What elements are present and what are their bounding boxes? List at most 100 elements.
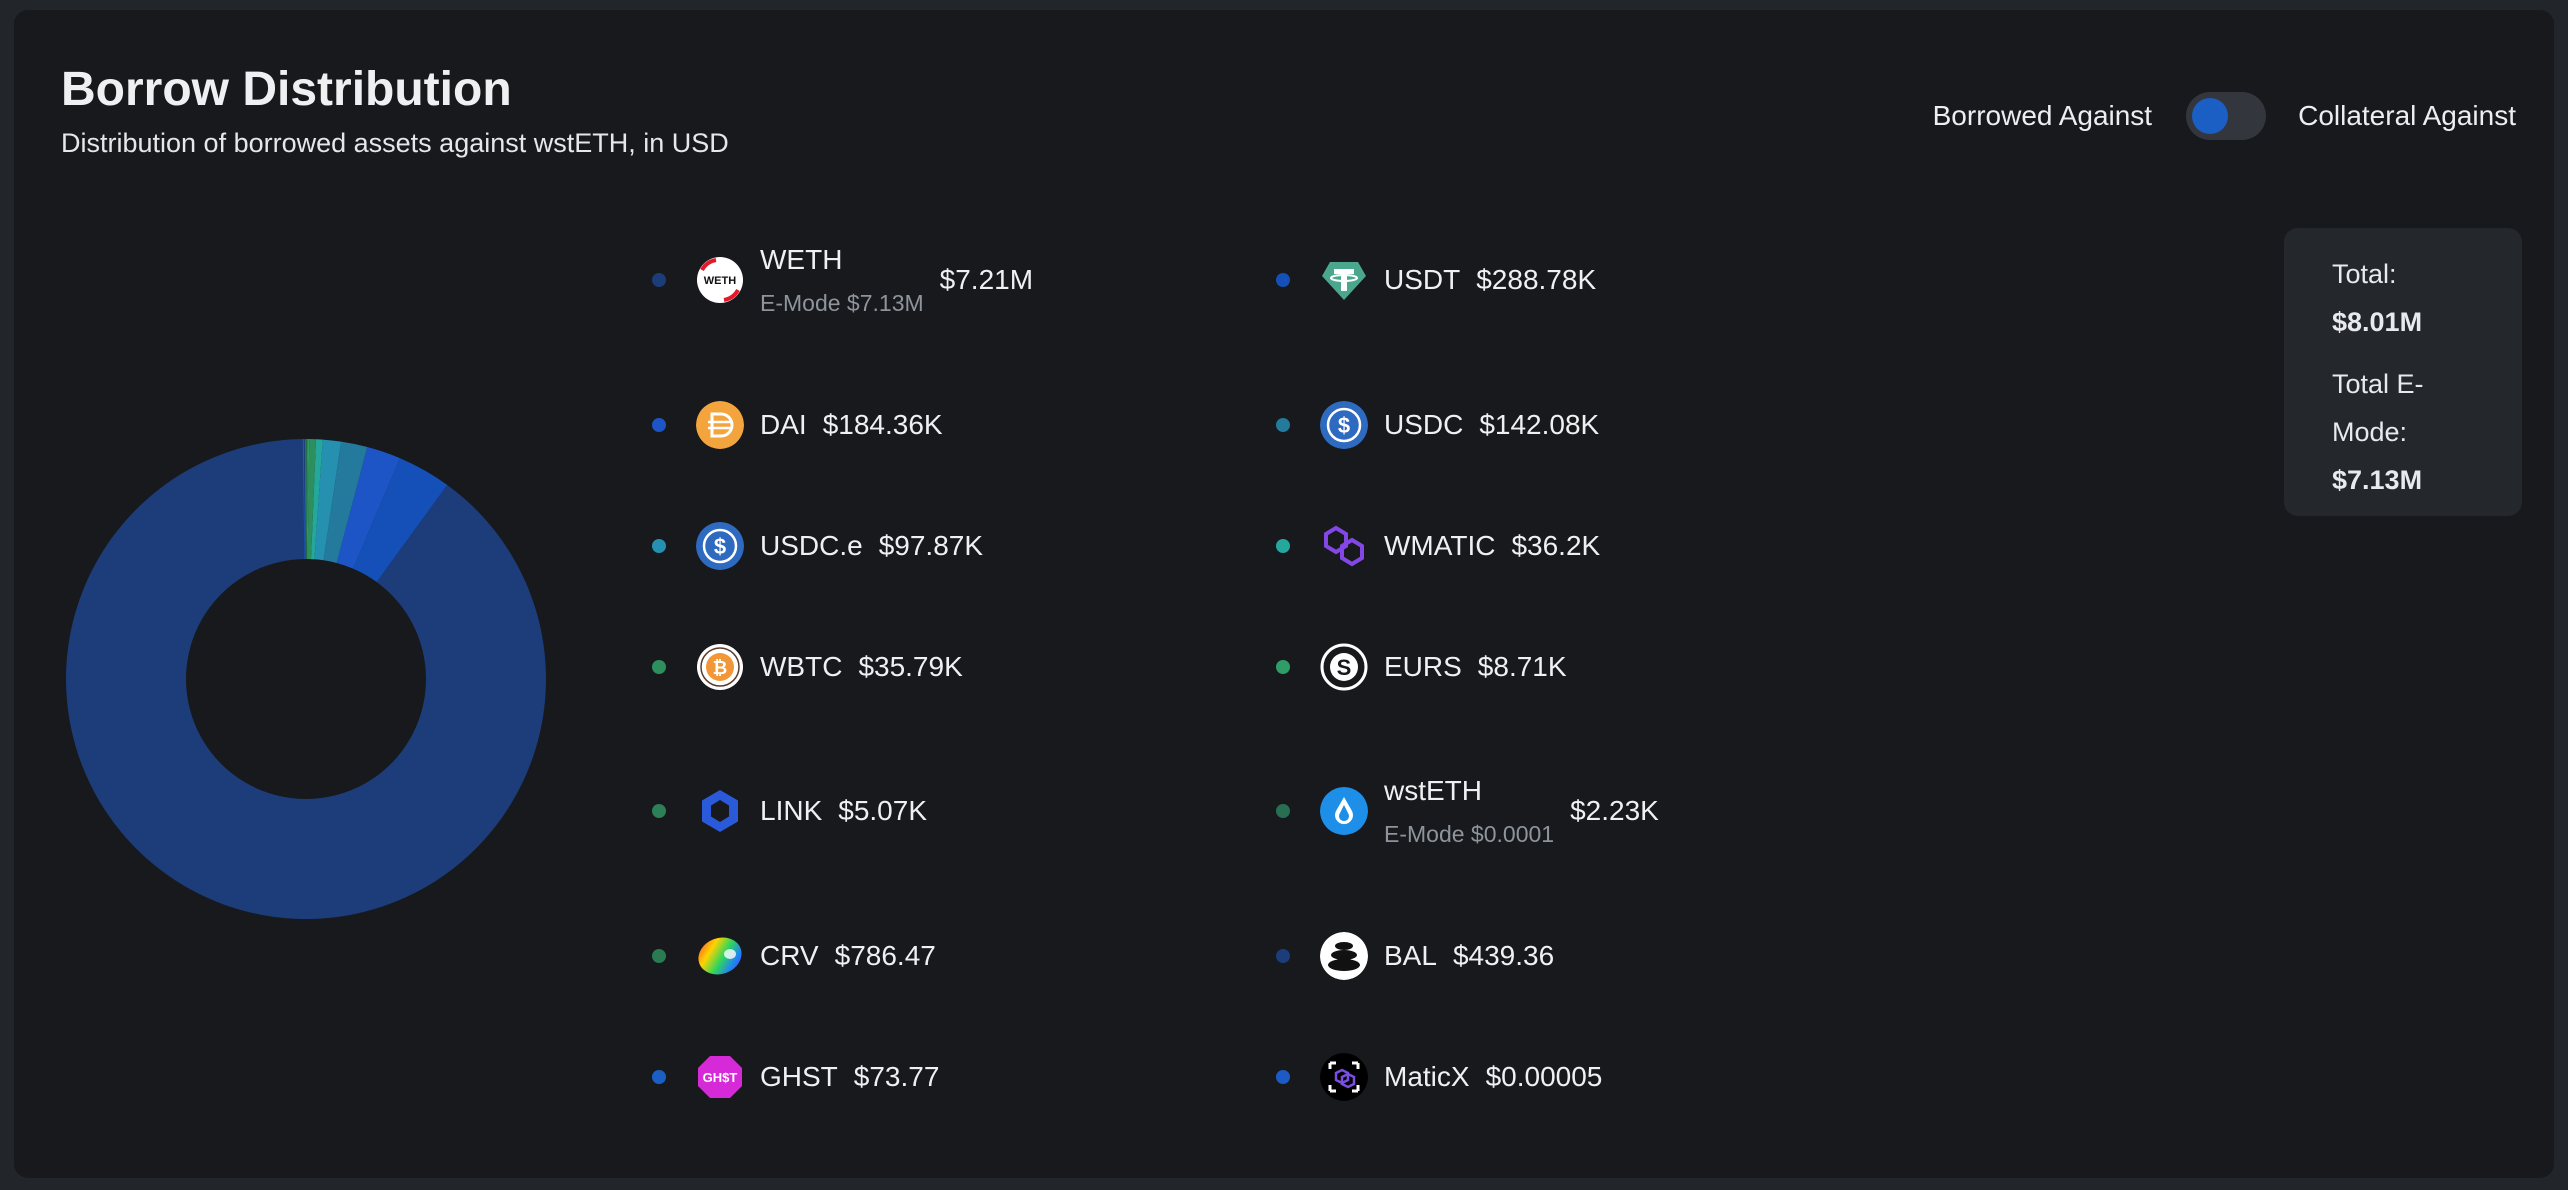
asset-name-block: GHST: [760, 1061, 838, 1093]
legend-dot: [652, 273, 666, 287]
asset-value: $2.23K: [1570, 795, 1659, 826]
total-label: Total:: [2332, 259, 2397, 289]
asset-name: DAI: [760, 409, 807, 440]
asset-value: $5.07K: [838, 795, 927, 826]
asset-name: WMATIC: [1384, 530, 1496, 561]
donut-slice-usdce[interactable]: [314, 439, 342, 561]
legend-dot: [1276, 949, 1290, 963]
legend-item-weth: WETH WETH E-Mode $7.13M $7.21M: [652, 244, 1034, 316]
legend-dot: [652, 804, 666, 818]
collateral-against-label[interactable]: Collateral Against: [2298, 100, 2516, 131]
donut-slice-ghst[interactable]: [302, 439, 305, 560]
legend-dot: [1276, 804, 1290, 818]
eurs-icon: S: [1320, 643, 1368, 691]
legend-item-maticx: MaticX $0.00005: [1276, 1047, 1602, 1107]
svg-text:₿: ₿: [713, 658, 728, 678]
donut-slice-wmatic[interactable]: [310, 439, 323, 560]
total-emode-value: $7.13M: [2332, 465, 2423, 495]
legend-dot: [652, 949, 666, 963]
legend-item-link: LINK $5.07K: [652, 781, 927, 841]
asset-name-block: USDC.e: [760, 530, 863, 562]
asset-value: $36.2K: [1511, 530, 1601, 561]
asset-name-block: USDC: [1384, 409, 1463, 441]
asset-name: USDT: [1384, 264, 1461, 295]
weth-icon: WETH: [696, 256, 744, 304]
asset-name-block: WBTC: [760, 651, 842, 683]
legend-item-ghst: GH$T GHST $73.77: [652, 1047, 939, 1107]
legend-dot: [652, 660, 666, 674]
totals-panel: Total: $8.01M Total E-Mode: $7.13M: [2284, 228, 2522, 516]
asset-value: $288.78K: [1476, 264, 1597, 295]
asset-name-block: WETH E-Mode $7.13M: [760, 244, 924, 317]
toggle-knob: [2192, 98, 2229, 134]
dai-icon: [696, 401, 744, 449]
legend-dot: [1276, 273, 1290, 287]
asset-value: $73.77: [853, 1061, 940, 1092]
svg-text:$: $: [714, 534, 726, 559]
asset-name: wstETH: [1384, 774, 1482, 806]
asset-name: MaticX: [1384, 1061, 1470, 1092]
asset-name: EURS: [1384, 651, 1462, 682]
usdc-icon: $: [696, 522, 744, 570]
donut-slice-usdc[interactable]: [323, 441, 368, 563]
asset-value: $7.21M: [939, 264, 1034, 295]
legend-dot: [1276, 418, 1290, 432]
asset-name-block: CRV: [760, 940, 819, 972]
legend-item-bal: BAL $439.36: [1276, 926, 1554, 986]
legend-dot: [1276, 1070, 1290, 1084]
polygon-icon: [1320, 522, 1368, 570]
total-emode-label: Total E-Mode:: [2332, 369, 2424, 447]
asset-emode-value: E-Mode $0.0001: [1384, 820, 1555, 847]
asset-name: CRV: [760, 940, 819, 971]
distribution-toggle: Borrowed Against Collateral Against: [1933, 92, 2516, 140]
asset-value: $35.79K: [858, 651, 963, 682]
usdc-icon: $: [1320, 401, 1368, 449]
donut-slice-link[interactable]: [306, 439, 308, 560]
donut-slice-crv[interactable]: [304, 439, 306, 560]
page-subtitle: Distribution of borrowed assets against …: [61, 128, 729, 158]
asset-name-block: LINK: [760, 795, 822, 827]
legend-item-wbtc: ₿ WBTC $35.79K: [652, 637, 963, 697]
legend-dot: [652, 1070, 666, 1084]
asset-value: $0.00005: [1485, 1061, 1603, 1092]
asset-name-block: MaticX: [1384, 1061, 1470, 1093]
asset-name-block: USDT: [1384, 264, 1460, 296]
donut-slice-wsteth[interactable]: [305, 439, 307, 560]
donut-slice-wbtc[interactable]: [307, 439, 316, 560]
asset-name: GHST: [760, 1061, 838, 1092]
donut-slice-usdt[interactable]: [353, 458, 448, 582]
donut-slice-eurs[interactable]: [306, 439, 310, 560]
maticx-icon: [1320, 1053, 1368, 1101]
page-title: Borrow Distribution: [61, 63, 512, 116]
legend-item-usdc: $ USDC $142.08K: [1276, 395, 1599, 455]
toggle-switch[interactable]: [2186, 92, 2267, 140]
asset-name-block: EURS: [1384, 651, 1462, 683]
curve-icon: [696, 932, 744, 980]
asset-value: $142.08K: [1479, 409, 1600, 440]
asset-name: LINK: [760, 795, 823, 826]
donut-slice-weth[interactable]: [66, 439, 546, 919]
svg-text:WETH: WETH: [704, 275, 736, 287]
borrowed-against-label[interactable]: Borrowed Against: [1932, 100, 2153, 131]
donut-slice-bal[interactable]: [303, 439, 306, 560]
bitcoin-icon: ₿: [696, 643, 744, 691]
asset-value: $8.71K: [1477, 651, 1567, 682]
asset-name: WETH: [760, 243, 843, 275]
donut-chart: [66, 439, 546, 919]
asset-name-block: DAI: [760, 409, 807, 441]
legend-item-wmatic: WMATIC $36.2K: [1276, 516, 1600, 576]
asset-name-block: wstETH E-Mode $0.0001: [1384, 775, 1554, 848]
ghst-icon: GH$T: [696, 1053, 744, 1101]
legend-dot: [1276, 539, 1290, 553]
asset-emode-value: E-Mode $7.13M: [760, 289, 924, 316]
legend-item-wsteth: wstETH E-Mode $0.0001 $2.23K: [1276, 775, 1659, 847]
total-value: $8.01M: [2332, 307, 2423, 337]
legend-item-usdt: USDT $288.78K: [1276, 250, 1596, 310]
asset-value: $439.36: [1452, 940, 1555, 971]
borrow-distribution-card: Borrow Distribution Distribution of borr…: [14, 10, 2554, 1178]
asset-name-block: BAL: [1384, 940, 1437, 972]
usdt-icon: [1320, 256, 1368, 304]
legend-dot: [652, 418, 666, 432]
donut-slice-dai[interactable]: [336, 446, 401, 569]
legend-item-dai: DAI $184.36K: [652, 395, 943, 455]
